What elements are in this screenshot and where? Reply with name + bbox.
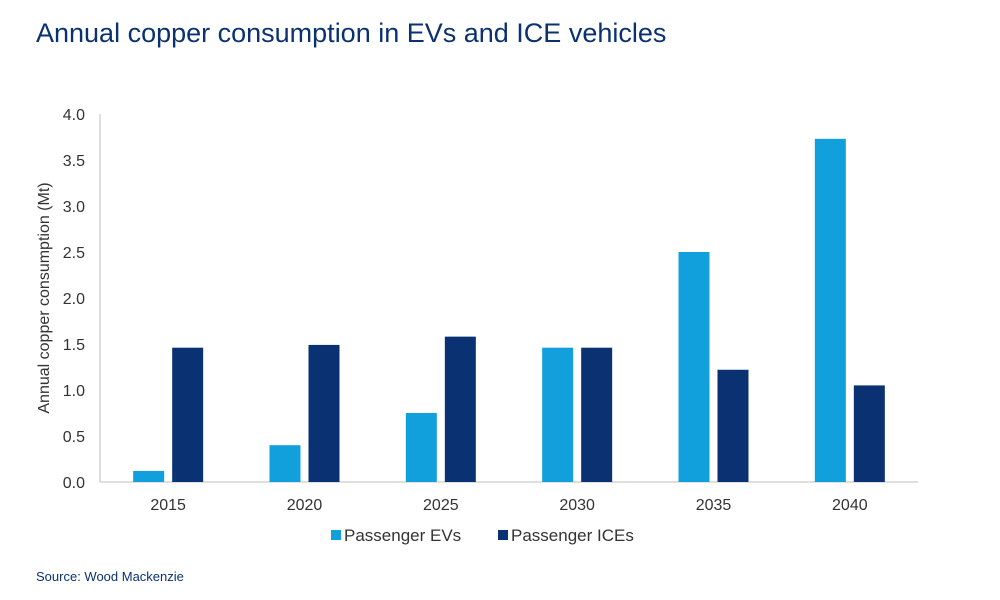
legend-label: Passenger ICEs bbox=[511, 526, 634, 545]
y-tick-label: 4.0 bbox=[63, 107, 85, 124]
y-tick-label: 1.5 bbox=[63, 337, 85, 354]
x-axis-ticks: 2015 2020 2025 2030 2035 2040 bbox=[150, 497, 867, 514]
bar-passenger-ices-2030 bbox=[581, 347, 613, 482]
bar-passenger-evs-2035 bbox=[678, 252, 710, 482]
bar-passenger-ices-2015 bbox=[172, 347, 204, 482]
bar-passenger-ices-2020 bbox=[308, 344, 340, 482]
bar-passenger-evs-2020 bbox=[269, 445, 301, 482]
x-tick-label: 2040 bbox=[832, 497, 868, 514]
bars bbox=[133, 138, 885, 482]
y-axis-label: Annual copper consumption (Mt) bbox=[36, 182, 53, 413]
y-tick-label: 2.0 bbox=[63, 291, 85, 308]
x-tick-label: 2035 bbox=[696, 497, 732, 514]
y-tick-label: 3.0 bbox=[63, 199, 85, 216]
chart-title: Annual copper consumption in EVs and ICE… bbox=[36, 18, 667, 48]
legend-swatch bbox=[498, 530, 508, 540]
x-tick-label: 2020 bbox=[287, 497, 323, 514]
legend: Passenger EVs Passenger ICEs bbox=[331, 526, 634, 545]
x-tick-label: 2015 bbox=[150, 497, 186, 514]
y-tick-label: 0.0 bbox=[63, 475, 85, 492]
bar-passenger-evs-2040 bbox=[814, 138, 846, 482]
x-tick-label: 2025 bbox=[423, 497, 459, 514]
bar-passenger-evs-2015 bbox=[133, 470, 165, 482]
y-tick-label: 0.5 bbox=[63, 429, 85, 446]
bar-passenger-ices-2040 bbox=[853, 385, 885, 482]
y-axis-ticks: 0.0 0.5 1.0 1.5 2.0 2.5 3.0 3.5 4.0 bbox=[63, 107, 85, 492]
y-tick-label: 2.5 bbox=[63, 245, 85, 262]
bar-passenger-ices-2025 bbox=[444, 336, 476, 482]
bar-passenger-evs-2025 bbox=[405, 413, 437, 482]
y-tick-label: 1.0 bbox=[63, 383, 85, 400]
legend-label: Passenger EVs bbox=[344, 526, 461, 545]
x-tick-label: 2030 bbox=[559, 497, 595, 514]
bar-passenger-ices-2035 bbox=[717, 369, 749, 482]
chart-axes bbox=[99, 114, 918, 483]
y-tick-label: 3.5 bbox=[63, 153, 85, 170]
source-note: Source: Wood Mackenzie bbox=[36, 569, 184, 584]
bar-passenger-evs-2030 bbox=[542, 347, 574, 482]
legend-swatch bbox=[331, 530, 341, 540]
